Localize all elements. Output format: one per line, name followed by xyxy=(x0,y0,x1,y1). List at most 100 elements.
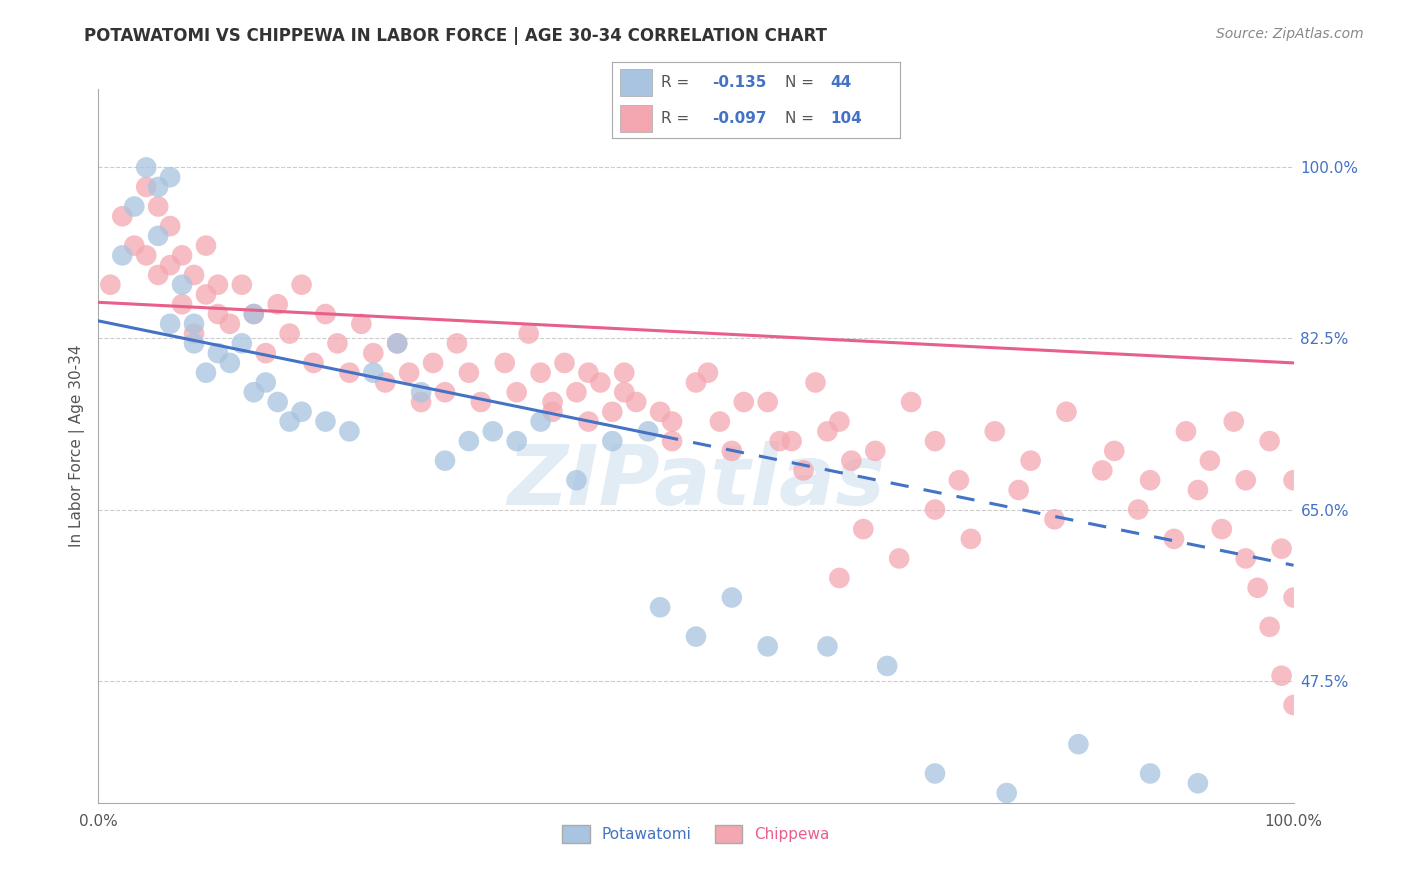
Point xyxy=(626,395,648,409)
Point xyxy=(960,532,983,546)
Point xyxy=(339,366,361,380)
Point xyxy=(578,366,600,380)
Point xyxy=(685,376,707,390)
Point xyxy=(111,209,134,223)
Point xyxy=(111,248,134,262)
Point xyxy=(363,346,385,360)
Point xyxy=(243,307,266,321)
Point xyxy=(339,425,361,439)
Point xyxy=(183,268,205,282)
Point xyxy=(267,395,290,409)
Point xyxy=(183,326,205,341)
Point xyxy=(1187,483,1209,497)
Point xyxy=(326,336,349,351)
Point xyxy=(458,434,481,449)
Point xyxy=(852,522,875,536)
Point xyxy=(733,395,755,409)
Point xyxy=(207,307,229,321)
Point xyxy=(481,425,505,439)
Point xyxy=(721,591,744,605)
Point xyxy=(183,336,205,351)
Point xyxy=(135,161,157,175)
Text: N =: N = xyxy=(785,75,814,90)
Point xyxy=(1234,473,1257,487)
Point xyxy=(385,336,409,351)
Point xyxy=(780,434,803,449)
Point xyxy=(924,434,946,449)
Point xyxy=(756,640,779,654)
Point xyxy=(1067,737,1090,751)
Point xyxy=(398,366,420,380)
Point xyxy=(828,415,851,429)
Point xyxy=(350,317,373,331)
Point xyxy=(661,434,683,449)
Point xyxy=(243,307,266,321)
Point xyxy=(1258,620,1281,634)
Point xyxy=(278,326,301,341)
Text: R =: R = xyxy=(661,111,689,126)
Bar xyxy=(620,105,652,132)
Point xyxy=(159,317,181,331)
Point xyxy=(135,248,157,262)
Point xyxy=(648,600,672,615)
Text: Source: ZipAtlas.com: Source: ZipAtlas.com xyxy=(1216,27,1364,41)
Text: POTAWATOMI VS CHIPPEWA IN LABOR FORCE | AGE 30-34 CORRELATION CHART: POTAWATOMI VS CHIPPEWA IN LABOR FORCE | … xyxy=(84,27,827,45)
Point xyxy=(1056,405,1078,419)
Point xyxy=(219,356,242,370)
Point xyxy=(648,405,672,419)
Point xyxy=(506,434,529,449)
Point xyxy=(315,415,337,429)
Point xyxy=(517,326,540,341)
Point xyxy=(219,317,242,331)
Point xyxy=(815,425,838,439)
Point xyxy=(172,248,194,262)
Point xyxy=(815,640,838,654)
Point xyxy=(1234,551,1257,566)
Point xyxy=(804,376,827,390)
Point xyxy=(924,766,946,780)
Point xyxy=(889,551,911,566)
Point xyxy=(159,219,181,233)
Point xyxy=(1223,415,1246,429)
Point xyxy=(458,366,481,380)
Point xyxy=(411,385,433,400)
Point xyxy=(697,366,720,380)
Point xyxy=(470,395,492,409)
Point xyxy=(565,473,588,487)
Point xyxy=(207,346,229,360)
Point xyxy=(602,434,624,449)
Point xyxy=(613,385,636,400)
Point xyxy=(1175,425,1198,439)
Point xyxy=(148,268,170,282)
Point xyxy=(1282,591,1305,605)
Point xyxy=(685,630,707,644)
Point xyxy=(1008,483,1031,497)
Point xyxy=(494,356,516,370)
Point xyxy=(374,376,396,390)
Point xyxy=(602,405,624,419)
Point xyxy=(1282,473,1305,487)
Point xyxy=(422,356,444,370)
Legend: Potawatomi, Chippewa: Potawatomi, Chippewa xyxy=(555,819,837,848)
Point xyxy=(541,395,564,409)
Point xyxy=(148,180,170,194)
Point xyxy=(183,317,205,331)
Point xyxy=(302,356,325,370)
Point xyxy=(1043,512,1066,526)
Point xyxy=(135,180,157,194)
Point xyxy=(1199,453,1222,467)
Point xyxy=(721,443,744,458)
Point xyxy=(148,200,170,214)
Text: -0.097: -0.097 xyxy=(713,111,768,126)
Y-axis label: In Labor Force | Age 30-34: In Labor Force | Age 30-34 xyxy=(69,344,84,548)
Point xyxy=(541,405,564,419)
Point xyxy=(172,297,194,311)
Point xyxy=(865,443,887,458)
Text: -0.135: -0.135 xyxy=(713,75,766,90)
Point xyxy=(793,463,815,477)
Point xyxy=(195,366,218,380)
Point xyxy=(411,395,433,409)
Point xyxy=(1139,473,1161,487)
Point xyxy=(446,336,468,351)
Point xyxy=(172,277,194,292)
